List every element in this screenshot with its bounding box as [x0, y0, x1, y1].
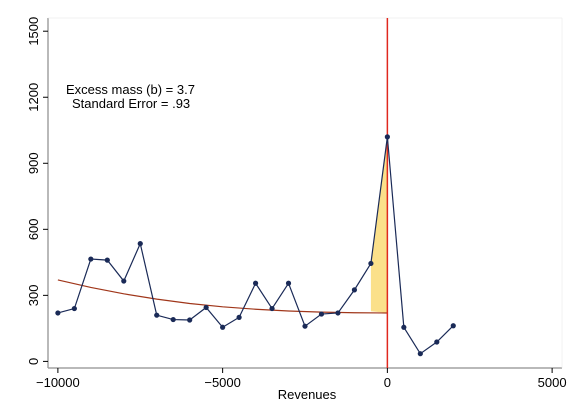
- data-point: [318, 311, 325, 317]
- annotation-excess-mass: Excess mass (b) = 3.7: [66, 82, 195, 97]
- data-point: [401, 324, 407, 330]
- x-tick-label: −10000: [36, 375, 80, 390]
- y-tick-label: 1200: [26, 83, 41, 112]
- data-point: [417, 351, 423, 357]
- y-tick-label: 1500: [26, 17, 41, 46]
- data-point: [154, 312, 160, 318]
- annotation-standard-error: Standard Error = .93: [72, 96, 190, 111]
- axes: −10000 −5000 0 5000 0 300 600 900 1200 1500: [26, 17, 567, 390]
- data-point: [450, 323, 456, 329]
- data-point: [71, 305, 77, 312]
- x-tick-label: 5000: [538, 375, 567, 390]
- data-point: [302, 323, 308, 329]
- data-point: [269, 305, 275, 312]
- data-point: [220, 324, 226, 330]
- x-tick-label: 0: [384, 375, 391, 390]
- data-point: [335, 310, 341, 316]
- data-point: [252, 280, 259, 286]
- data-point: [88, 256, 94, 262]
- data-point: [351, 287, 358, 293]
- density-series: [55, 134, 456, 357]
- data-point: [434, 339, 440, 345]
- y-tick-label: 600: [26, 218, 41, 240]
- data-point: [236, 314, 242, 320]
- y-tick-label: 900: [26, 152, 41, 174]
- counterfactual-curve: [57, 279, 388, 314]
- shaded-area: [370, 136, 388, 313]
- data-point: [55, 310, 61, 316]
- plot-frame: [47, 17, 563, 369]
- excess-mass-area: [370, 136, 388, 313]
- data-point: [137, 241, 143, 247]
- data-point: [285, 280, 292, 286]
- data-point: [384, 134, 390, 140]
- x-tick-label: −5000: [204, 375, 241, 390]
- data-point: [104, 257, 110, 263]
- data-point: [368, 260, 374, 267]
- data-point: [187, 317, 193, 323]
- data-point: [203, 304, 209, 311]
- y-tick-label: 0: [26, 358, 41, 365]
- annotations: Excess mass (b) = 3.7 Standard Error = .…: [66, 82, 195, 111]
- x-axis-title: Revenues: [278, 387, 337, 402]
- counterfactual-line: [57, 279, 388, 314]
- y-tick-label: 300: [26, 285, 41, 307]
- data-point: [121, 278, 127, 284]
- data-point: [170, 316, 176, 323]
